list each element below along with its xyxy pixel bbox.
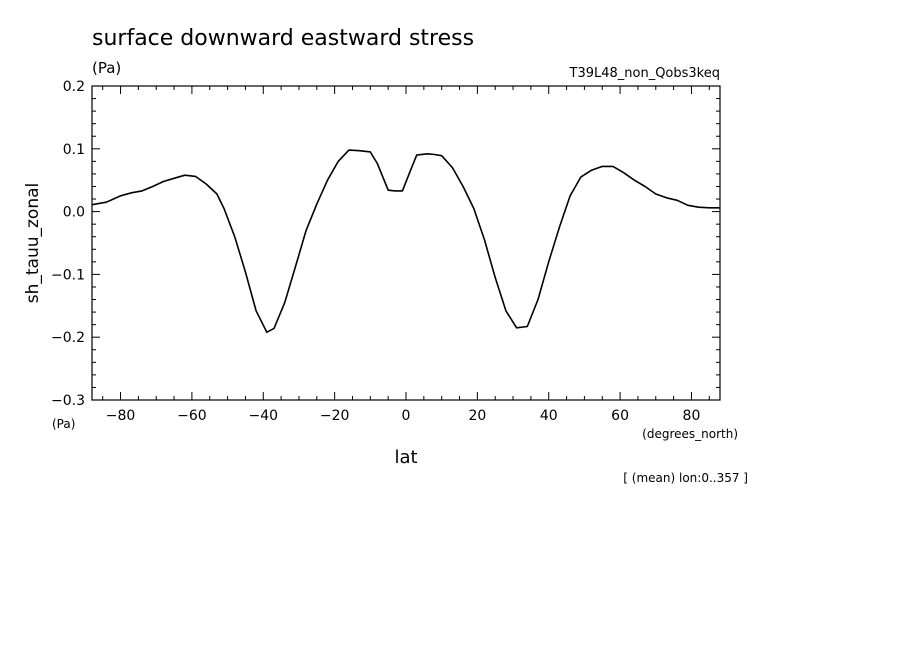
x-tick-label: 40 [540,408,558,424]
y-axis-label: sh_tauu_zonal [23,183,43,304]
x-tick-label: 60 [611,408,629,424]
x-tick-label: −20 [320,408,350,424]
y-tick-label: −0.1 [51,267,85,283]
x-tick-label: −40 [248,408,278,424]
plot-frame [91,85,721,401]
run-label: T39L48_non_Qobs3keq [569,66,721,81]
y-tick-label: −0.2 [51,330,85,346]
y-unit-label: (Pa) [52,417,75,431]
x-tick-label: −80 [106,408,136,424]
y-tick-label: 0.0 [63,205,85,221]
x-unit-label: (degrees_north) [642,427,738,441]
y-tick-label: 0.2 [63,79,85,95]
axis-ticks [92,85,720,401]
footnote: [ (mean) lon:0..357 ] [623,471,748,485]
y-tick-label: 0.1 [63,142,85,158]
series-line [91,149,720,333]
y-tick-label: −0.3 [51,393,85,409]
chart-title: surface downward eastward stress [92,26,474,51]
units-label: (Pa) [92,59,121,77]
x-axis-label: lat [394,447,417,468]
axis-tick-labels: −80 −60 −40 −20 0 20 40 60 80 −0.3 −0.2 −0.1 0.0 0.1 0… [51,79,700,424]
x-tick-label: 20 [468,408,486,424]
x-tick-label: −60 [177,408,207,424]
x-tick-label: 80 [683,408,701,424]
x-tick-label: 0 [402,408,411,424]
